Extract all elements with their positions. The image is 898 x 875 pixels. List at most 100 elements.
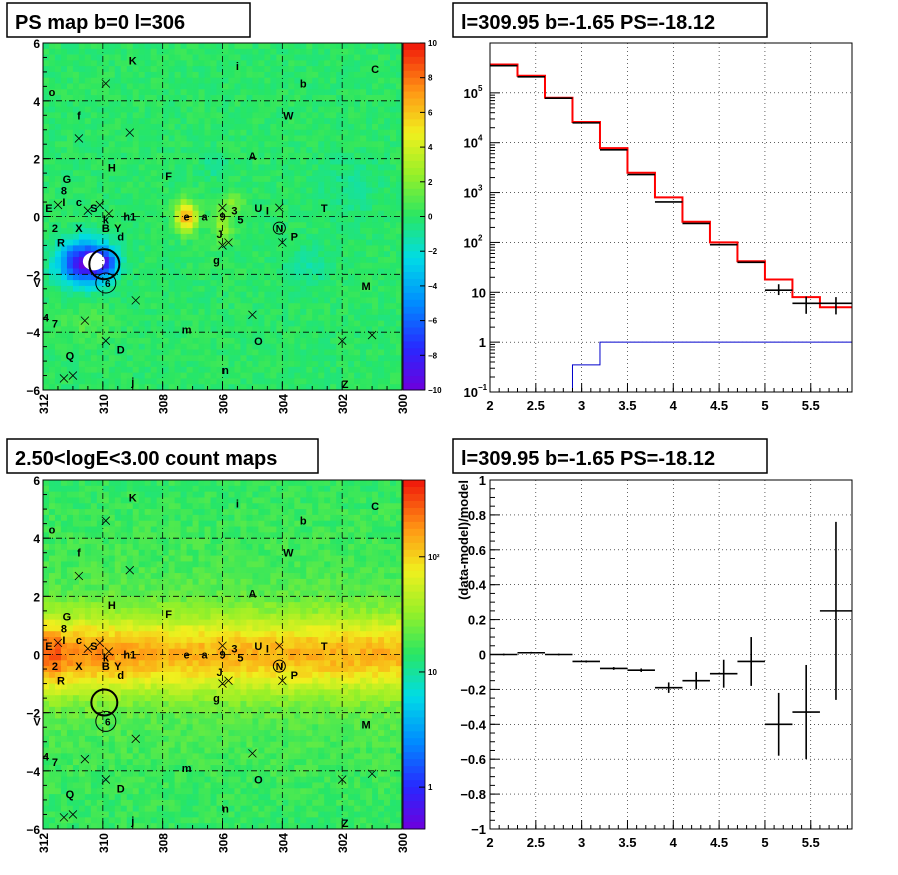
residual-x-tick-label: 2.5 <box>527 835 545 850</box>
source-cross-marker <box>218 679 227 688</box>
palette-cell <box>403 549 425 558</box>
source-label: m <box>182 324 192 336</box>
source-label: U <box>254 203 262 215</box>
palette-cell <box>403 43 425 51</box>
palette-cell <box>403 801 425 809</box>
source-label: G <box>63 612 72 624</box>
title-spectrum-box <box>452 2 768 38</box>
source-cross-marker <box>278 676 287 685</box>
palette-cell <box>403 640 425 649</box>
spectrum-y-tick-label: 10 <box>464 86 478 101</box>
palette-cell <box>403 584 425 593</box>
source-label: W <box>283 110 294 122</box>
source-label: E <box>45 203 52 215</box>
title-ps-map-box <box>6 2 251 38</box>
source-cross-marker <box>101 336 111 346</box>
source-label: J <box>216 229 222 241</box>
map-x-tick-label: 302 <box>336 833 350 853</box>
residual-panel: 2 2.5 3 3.5 4 4.5 5 5.5 −1 −0.8 −0.6 −0.4 −0.2 0 0.2 0.… <box>456 473 853 850</box>
source-cross-marker <box>74 571 84 581</box>
source-cross-marker <box>131 734 141 744</box>
source-label: S <box>90 203 97 215</box>
palette-cell <box>403 759 425 767</box>
spectrum-x-tick-label: 4 <box>670 398 678 413</box>
source-label: e <box>184 212 190 224</box>
map-y-tick-label: 2 <box>33 153 40 167</box>
palette-tick-label: −2 <box>428 247 438 256</box>
palette-cell <box>403 265 425 273</box>
residual-x-tick-label: 2 <box>486 835 493 850</box>
source-label: G <box>63 174 72 186</box>
source-cross-marker <box>218 241 227 250</box>
source-label: R <box>57 676 65 688</box>
source-label: I <box>266 206 269 218</box>
palette-cell <box>403 202 425 211</box>
palette-cell <box>403 223 425 231</box>
palette-cell <box>403 500 425 509</box>
source-cross-marker <box>80 754 90 764</box>
palette-cell <box>403 612 425 621</box>
palette-cell <box>403 480 425 488</box>
source-cross-marker <box>74 134 84 143</box>
circled-source-6 <box>95 272 117 294</box>
source-cross-marker <box>367 769 377 779</box>
source-label: g <box>213 693 220 705</box>
palette-cell <box>403 355 425 363</box>
source-label: R <box>57 238 65 250</box>
palette-cell <box>403 313 425 322</box>
residual-y-axis-label: (data-model)/model <box>456 480 471 600</box>
palette-cell <box>403 654 425 662</box>
palette-cell <box>403 91 425 100</box>
source-cross-marker <box>218 641 227 651</box>
source-cross-marker <box>53 200 63 210</box>
residual-y-tick-label: −1 <box>471 822 486 837</box>
source-cross-marker <box>248 749 257 758</box>
palette-cell <box>403 77 425 86</box>
palette-cell <box>403 822 425 830</box>
spectrum-y-tick-exponent: 5 <box>478 84 483 93</box>
residual-y-tick-label: −0.4 <box>460 717 486 732</box>
residual-y-tick-label: −0.6 <box>460 752 486 767</box>
palette-cell <box>403 521 425 530</box>
source-label: j <box>130 815 134 827</box>
palette-cell <box>403 535 425 544</box>
palette-cell <box>403 119 425 127</box>
source-cross-marker <box>367 330 377 340</box>
palette-tick-label: −6 <box>428 317 438 326</box>
map-x-tick-label: 310 <box>97 394 111 414</box>
palette-cell <box>403 327 425 335</box>
source-cross-marker <box>59 374 69 383</box>
palette-cell <box>403 563 425 572</box>
spectrum-y-tick-exponent: −1 <box>478 383 488 392</box>
palette-cell <box>403 174 425 183</box>
palette-cell <box>403 49 425 58</box>
source-cross-marker <box>101 516 111 525</box>
palette-tick-label: 4 <box>428 143 433 152</box>
source-label: I <box>266 644 269 656</box>
spectrum-model-line <box>490 63 852 309</box>
palette-cell <box>403 188 425 197</box>
source-cross-marker <box>80 316 90 325</box>
source-label: B <box>102 661 110 673</box>
title-residual: l=309.95 b=-1.65 PS=-18.12 <box>461 448 715 470</box>
source-label: P <box>291 670 298 682</box>
source-label: Z <box>342 818 349 830</box>
palette-cell <box>403 209 425 217</box>
source-cross-marker <box>104 647 114 656</box>
palette-cell <box>403 633 425 642</box>
circled-source-6 <box>95 710 117 732</box>
palette-tick-label: 10² <box>428 553 440 562</box>
source-label: k <box>103 214 110 226</box>
source-cross-marker <box>59 813 69 822</box>
title-ps-map: PS map b=0 l=306 <box>15 12 185 34</box>
source-cross-marker <box>101 775 111 784</box>
source-cross-marker <box>248 310 257 320</box>
palette-tick-label: 10 <box>428 668 437 677</box>
source-label: o <box>49 524 56 536</box>
residual-y-tick-label: 0 <box>479 648 486 663</box>
palette-cell <box>403 278 425 287</box>
residual-y-tick-label: 0.6 <box>468 543 486 558</box>
palette-cell <box>403 299 425 308</box>
source-label: X <box>75 223 83 235</box>
